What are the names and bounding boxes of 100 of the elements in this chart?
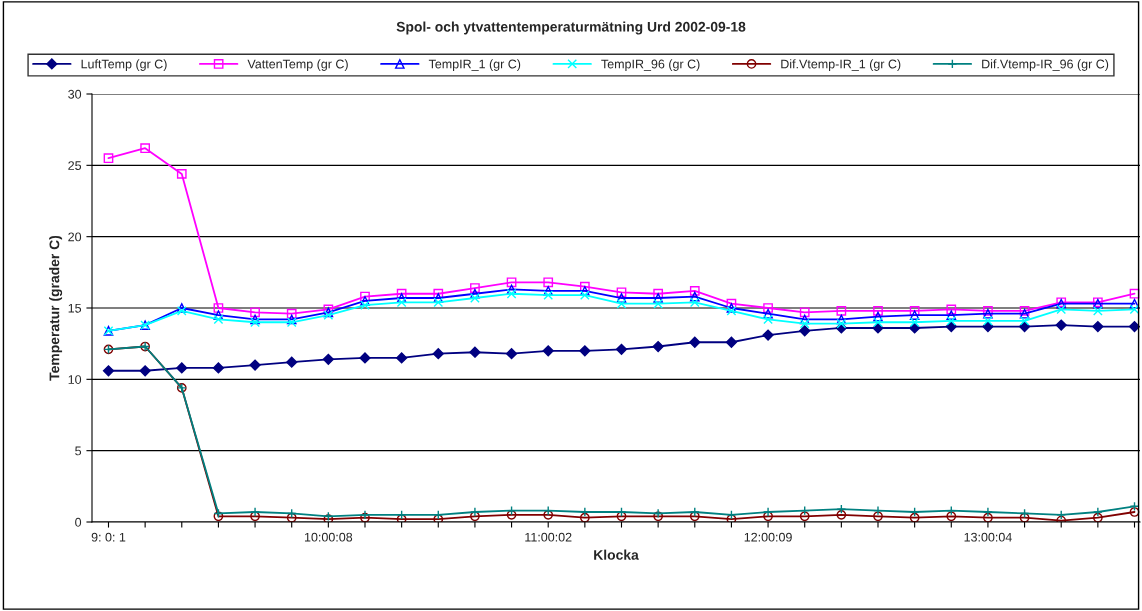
point [873,305,883,316]
point [689,507,700,517]
point [1056,304,1067,315]
legend-label: Dif.Vtemp-IR_96 (gr C) [982,59,1109,71]
point [432,348,444,360]
point [1019,512,1030,522]
point [469,346,481,358]
point [543,286,554,296]
point [396,293,407,303]
point [726,514,737,522]
point [433,514,444,522]
y-tick-label: 15 [68,303,82,313]
point [250,307,260,318]
point [653,298,664,309]
point [689,336,701,348]
point [616,298,627,309]
point [1092,512,1103,522]
legend-label: VattenTemp (gr C) [247,59,348,71]
point [909,310,920,320]
point [249,359,261,371]
point [763,308,773,319]
point [396,352,408,364]
point [762,329,774,341]
point [139,365,151,377]
point [543,290,554,301]
y-tick-label: 30 [68,89,82,99]
point [763,303,773,313]
point [322,353,334,365]
point [542,345,554,357]
point [653,288,664,299]
point [763,314,773,325]
point [213,303,224,313]
point [983,507,993,517]
legend-label: LuftTemp (gr C) [81,59,167,71]
point [1129,298,1140,309]
point [102,365,115,377]
y-tick-label: 25 [68,161,82,170]
y-tick-label: 10 [68,375,82,384]
point [616,293,627,303]
point [799,318,810,329]
point [506,288,517,299]
x-tick-label: 11:00:02 [525,532,572,542]
point [909,512,920,522]
x-tick-label: 10:00:08 [304,532,353,542]
x-axis-title: Klocka [594,549,639,560]
point [286,512,297,522]
point [360,291,370,302]
x-tick-label: 13:00:04 [964,532,1012,542]
point [470,293,480,303]
point [396,510,407,520]
x-tick-label: 9: 0: 1 [91,532,126,542]
point [470,283,480,293]
point [946,304,957,315]
point [579,290,590,301]
point [433,297,444,308]
point [873,511,883,522]
point [909,317,920,328]
point [140,143,150,154]
y-axis-title: Temperatur (grader C) [49,235,63,381]
x-tick-label: 12:00:09 [744,532,792,542]
point [836,318,847,329]
point [725,336,738,348]
point [873,317,883,328]
y-tick-label: 0 [75,517,82,527]
point [1055,319,1067,331]
point [250,507,260,517]
point [1092,305,1103,316]
point [286,308,297,319]
point [799,511,810,522]
point [946,315,957,326]
point [579,345,591,357]
point [213,310,224,320]
point [506,284,517,295]
point [176,169,187,179]
point [1056,510,1067,520]
point [433,510,444,520]
point [763,507,773,517]
point [579,281,590,292]
point [689,297,700,308]
point [799,307,810,318]
point [763,511,773,522]
point [909,305,920,316]
point [470,507,480,517]
point [213,314,224,325]
point [579,512,590,522]
point [615,343,628,355]
point [983,512,993,522]
y-tick-label: 5 [75,446,82,456]
point [836,314,847,325]
point [946,511,957,522]
point [506,510,517,520]
y-tick-label: 20 [68,232,82,242]
point [1019,315,1030,326]
point [652,340,664,353]
point [579,286,590,296]
point [726,510,737,520]
point [946,310,957,320]
point [1129,288,1140,299]
point [176,362,188,374]
point [836,305,847,316]
